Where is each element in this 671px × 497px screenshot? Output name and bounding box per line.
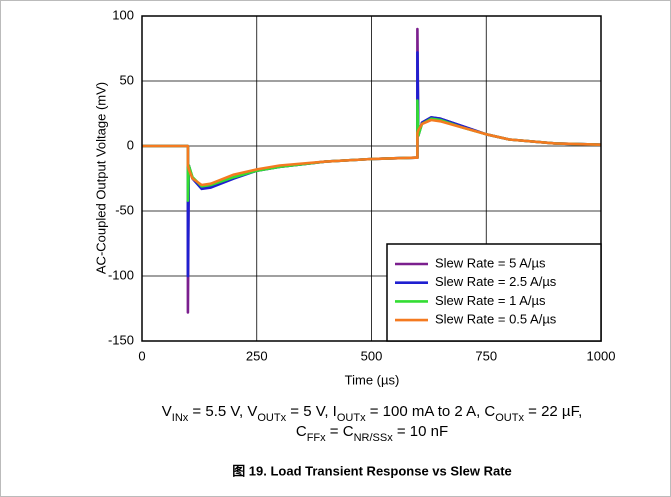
x-tick-label: 500	[361, 348, 383, 363]
caption-line: VINx = 5.5 V, VOUTx = 5 V, IOUTx = 100 m…	[162, 403, 583, 424]
caption-text: = 5 V, I	[286, 403, 337, 420]
caption-text: = 10 nF	[393, 423, 448, 440]
x-axis-label: Time (µs)	[345, 372, 400, 387]
x-tick-label: 250	[246, 348, 268, 363]
caption-text: = C	[326, 423, 354, 440]
y-tick-label: -50	[115, 202, 134, 217]
caption-subscript: FFx	[307, 432, 326, 444]
caption-subscript: NR/SSx	[354, 432, 394, 444]
y-tick-label: 50	[120, 72, 134, 87]
caption-text: V	[162, 403, 172, 420]
y-tick-label: 0	[127, 137, 134, 152]
caption-line: CFFx = CNR/SSx = 10 nF	[296, 423, 448, 444]
y-tick-label: 100	[112, 7, 134, 22]
legend-label: Slew Rate = 0.5 A/µs	[435, 312, 557, 327]
x-tick-label: 1000	[587, 348, 616, 363]
caption-subscript: OUTx	[337, 412, 366, 424]
caption-subscript: INx	[172, 412, 189, 424]
caption-text: = 5.5 V, V	[188, 403, 257, 420]
data-line	[142, 118, 602, 187]
legend-label: Slew Rate = 1 A/µs	[435, 293, 546, 308]
legend-box	[386, 243, 602, 342]
x-tick-label: 750	[475, 348, 497, 363]
legend-label: Slew Rate = 5 A/µs	[435, 255, 546, 270]
y-tick-label: -100	[108, 267, 134, 282]
legend-label: Slew Rate = 2.5 A/µs	[435, 274, 557, 289]
x-tick-label: 0	[138, 348, 145, 363]
caption-text: = 22 µF,	[524, 403, 582, 420]
caption-text: = 100 mA to 2 A, C	[366, 403, 496, 420]
caption-subscript: OUTx	[495, 412, 524, 424]
y-axis-label: AC-Coupled Output Voltage (mV)	[93, 82, 108, 274]
y-tick-label: -150	[108, 332, 134, 347]
caption-text: C	[296, 423, 307, 440]
plot-frame	[141, 15, 602, 342]
figure-title: 图 19. Load Transient Response vs Slew Ra…	[232, 463, 512, 478]
caption-subscript: OUTx	[257, 412, 286, 424]
